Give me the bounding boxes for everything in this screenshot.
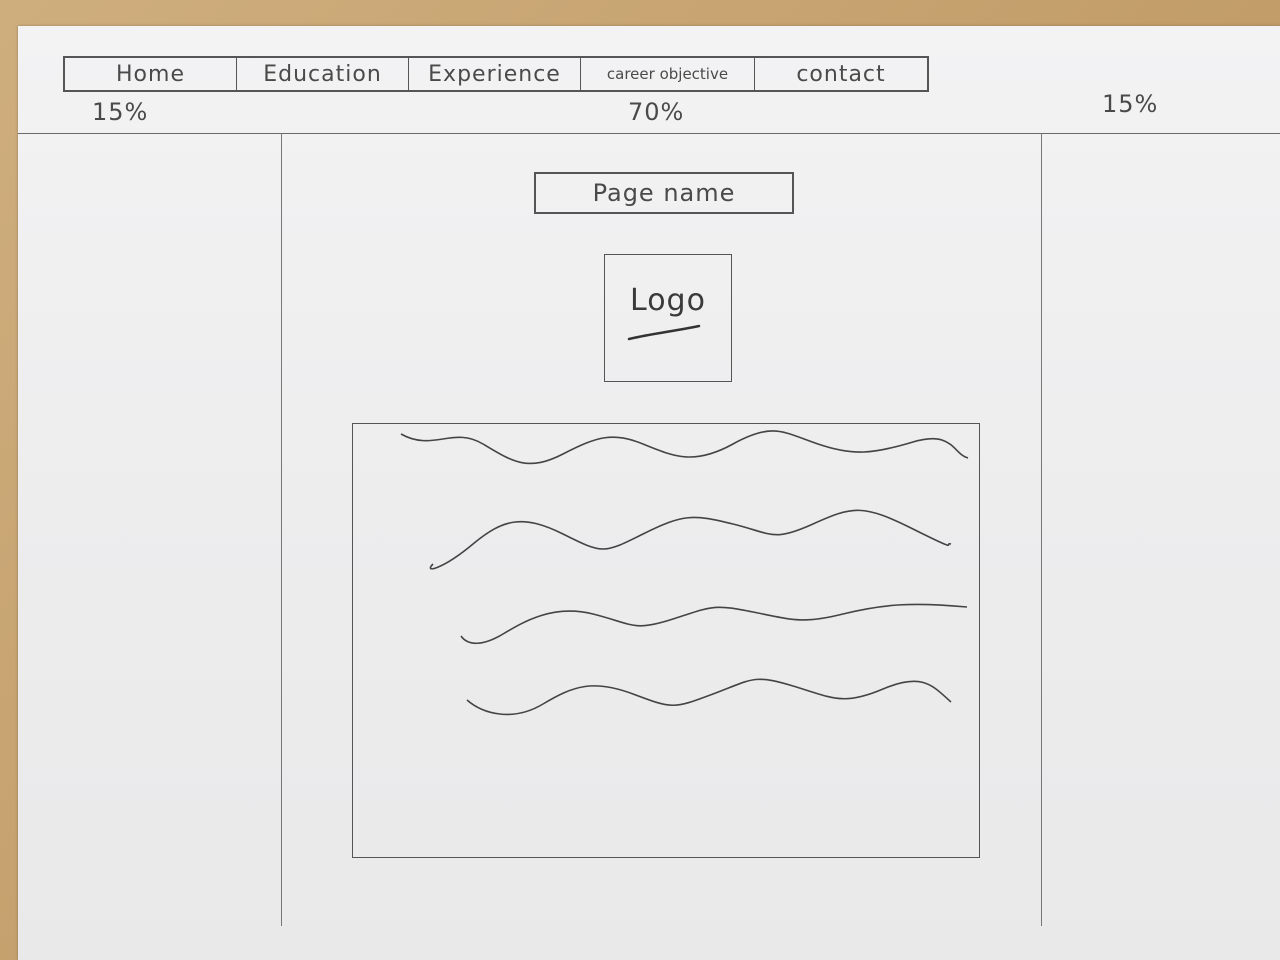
- logo-label: Logo: [630, 283, 706, 318]
- nav-item-home[interactable]: Home: [65, 58, 237, 90]
- nav-item-education[interactable]: Education: [237, 58, 409, 90]
- text-line-3: [460, 603, 968, 645]
- right-column-divider: [1041, 134, 1042, 926]
- nav-item-experience[interactable]: Experience: [409, 58, 581, 90]
- nav-bar: Home Education Experience career objecti…: [63, 56, 929, 92]
- left-column-divider: [281, 134, 282, 926]
- sketch-paper: [18, 26, 1280, 960]
- text-line-4: [466, 678, 952, 716]
- center-column-percent: 70%: [628, 98, 685, 126]
- text-line-1: [400, 430, 969, 465]
- left-column-percent: 15%: [92, 98, 149, 126]
- nav-item-contact[interactable]: contact: [796, 61, 886, 87]
- nav-item-career-objective[interactable]: career objective: [581, 58, 755, 90]
- text-line-2: [429, 509, 952, 570]
- right-column-percent: 15%: [1102, 90, 1159, 118]
- logo-underline: [627, 324, 701, 341]
- header-divider: [18, 133, 1280, 134]
- text-placeholder-lines: [400, 430, 969, 716]
- page-title: Page name: [534, 172, 794, 214]
- logo-placeholder: Logo: [604, 254, 732, 382]
- content-area: [352, 423, 980, 858]
